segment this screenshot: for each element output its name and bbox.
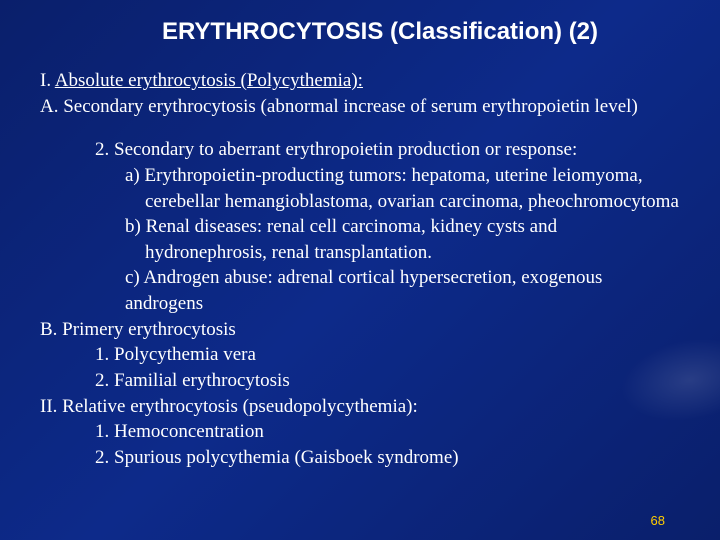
body-line: b) Renal diseases: renal cell carcinoma,… xyxy=(40,214,680,240)
slide-container: ERYTHROCYTOSIS (Classification) (2) I. A… xyxy=(0,0,720,471)
page-number: 68 xyxy=(651,513,665,528)
body-line: cerebellar hemangioblastoma, ovarian car… xyxy=(40,189,680,215)
body-line: II. Relative erythrocytosis (pseudopolyc… xyxy=(40,394,680,420)
body-line: 2. Secondary to aberrant erythropoietin … xyxy=(40,137,680,163)
body-line: hydronephrosis, renal transplantation. xyxy=(40,240,680,266)
header-line-2: A. Secondary erythrocytosis (abnormal in… xyxy=(40,94,680,120)
body-line: c) Androgen abuse: adrenal cortical hype… xyxy=(40,265,680,316)
body-line: 2. Spurious polycythemia (Gaisboek syndr… xyxy=(40,445,680,471)
header-line-1-prefix: I. xyxy=(40,70,55,91)
header-line-1-underlined: Absolute erythrocytosis (Polycythemia): xyxy=(55,70,363,91)
body-line: B. Primery erythrocytosis xyxy=(40,317,680,343)
section-header: I. Absolute erythrocytosis (Polycythemia… xyxy=(40,68,680,119)
body-line: 1. Hemoconcentration xyxy=(40,419,680,445)
body-block: 2. Secondary to aberrant erythropoietin … xyxy=(40,137,680,470)
body-line: 1. Polycythemia vera xyxy=(40,342,680,368)
header-line-1: I. Absolute erythrocytosis (Polycythemia… xyxy=(40,68,680,94)
body-line: 2. Familial erythrocytosis xyxy=(40,368,680,394)
slide-title: ERYTHROCYTOSIS (Classification) (2) xyxy=(80,18,680,46)
body-line: a) Erythropoietin-producting tumors: hep… xyxy=(40,163,680,189)
